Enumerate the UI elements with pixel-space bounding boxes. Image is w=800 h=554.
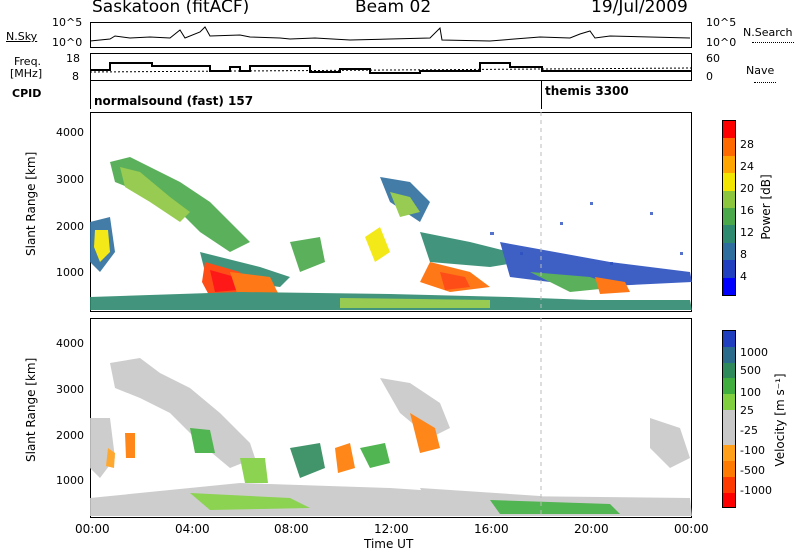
power-colorbar (722, 120, 736, 296)
nave-tick-top: 60 (706, 52, 720, 65)
velocity-cbar-tick-neg500: -500 (740, 464, 765, 477)
velocity-ytick-2000: 2000 (56, 429, 84, 442)
nsky-trace (90, 26, 691, 42)
velocity-ytick-4000: 4000 (56, 337, 84, 350)
nsearch-label: N.Search (743, 26, 793, 39)
power-ytick-2000: 2000 (56, 220, 84, 233)
freq-panel (90, 53, 692, 81)
nsearch-tick-top: 10^5 (706, 16, 737, 29)
xtick-0000: 00:00 (75, 522, 110, 536)
velocity-cbar-label: Velocity [m s⁻¹] (773, 373, 787, 467)
velocity-cbar-tick-neg1000: -1000 (740, 484, 772, 497)
freq-tick-top: 18 (66, 52, 80, 65)
velocity-colorbar (722, 330, 736, 508)
xtick-0800: 08:00 (274, 522, 309, 536)
cpid-mode-normalsound: normalsound (fast) 157 (94, 94, 254, 108)
power-panel (90, 112, 692, 312)
power-cbar-tick-16: 16 (740, 204, 754, 217)
power-cbar-tick-8: 8 (740, 248, 747, 261)
power-cbar-tick-28: 28 (740, 138, 754, 151)
power-ytick-4000: 4000 (56, 126, 84, 139)
beam-title: Beam 02 (355, 0, 432, 17)
power-ytick-3000: 3000 (56, 173, 84, 186)
nsearch-legend-line (752, 42, 794, 43)
nsky-tick-bottom: 10^0 (52, 36, 83, 49)
nave-label: Nave (746, 64, 775, 77)
xlabel: Time UT (364, 537, 414, 551)
xtick-2400: 00:00 (674, 522, 709, 536)
power-cbar-label: Power [dB] (759, 174, 773, 240)
cpid-label: CPID (12, 87, 42, 100)
freq-tick-bottom: 8 (72, 70, 79, 83)
power-cbar-tick-24: 24 (740, 160, 754, 173)
nsearch-tick-bottom: 10^0 (706, 36, 737, 49)
power-ylabel: Slant Range [km] (24, 151, 38, 256)
nave-legend-line (754, 82, 776, 83)
velocity-cbar-tick-500: 500 (740, 364, 761, 377)
xtick-2000: 20:00 (574, 522, 609, 536)
cpid-divider-themis (541, 81, 542, 109)
nsky-tick-top: 10^5 (52, 16, 83, 29)
xtick-1200: 12:00 (374, 522, 409, 536)
date-title: 19/Jul/2009 (591, 0, 688, 17)
xtick-1600: 16:00 (474, 522, 509, 536)
freq-label-1: Freq. (14, 55, 42, 68)
freq-label-2: [MHz] (10, 67, 43, 80)
nsky-panel (90, 22, 692, 48)
cpid-mode-themis: themis 3300 (545, 84, 629, 98)
velocity-heatmap (90, 318, 692, 518)
velocity-ytick-3000: 3000 (56, 383, 84, 396)
xtick-0400: 04:00 (175, 522, 210, 536)
freq-trace (90, 62, 692, 74)
power-cbar-tick-4: 4 (740, 270, 747, 283)
power-cbar-tick-20: 20 (740, 182, 754, 195)
station-title: Saskatoon (fitACF) (92, 0, 250, 17)
velocity-ylabel: Slant Range [km] (24, 357, 38, 462)
velocity-cbar-tick-100: 100 (740, 386, 761, 399)
nsky-label: N.Sky (6, 30, 38, 43)
power-ytick-1000: 1000 (56, 266, 84, 279)
velocity-cbar-tick-neg100: -100 (740, 444, 765, 457)
velocity-cbar-tick-neg25: -25 (740, 424, 758, 437)
power-cbar-tick-12: 12 (740, 226, 754, 239)
velocity-cbar-tick-1000: 1000 (740, 346, 768, 359)
velocity-cbar-tick-25: 25 (740, 404, 754, 417)
nave-tick-bottom: 0 (706, 70, 713, 83)
power-heatmap (90, 112, 692, 312)
cpid-divider-start (90, 81, 91, 109)
velocity-ytick-1000: 1000 (56, 474, 84, 487)
